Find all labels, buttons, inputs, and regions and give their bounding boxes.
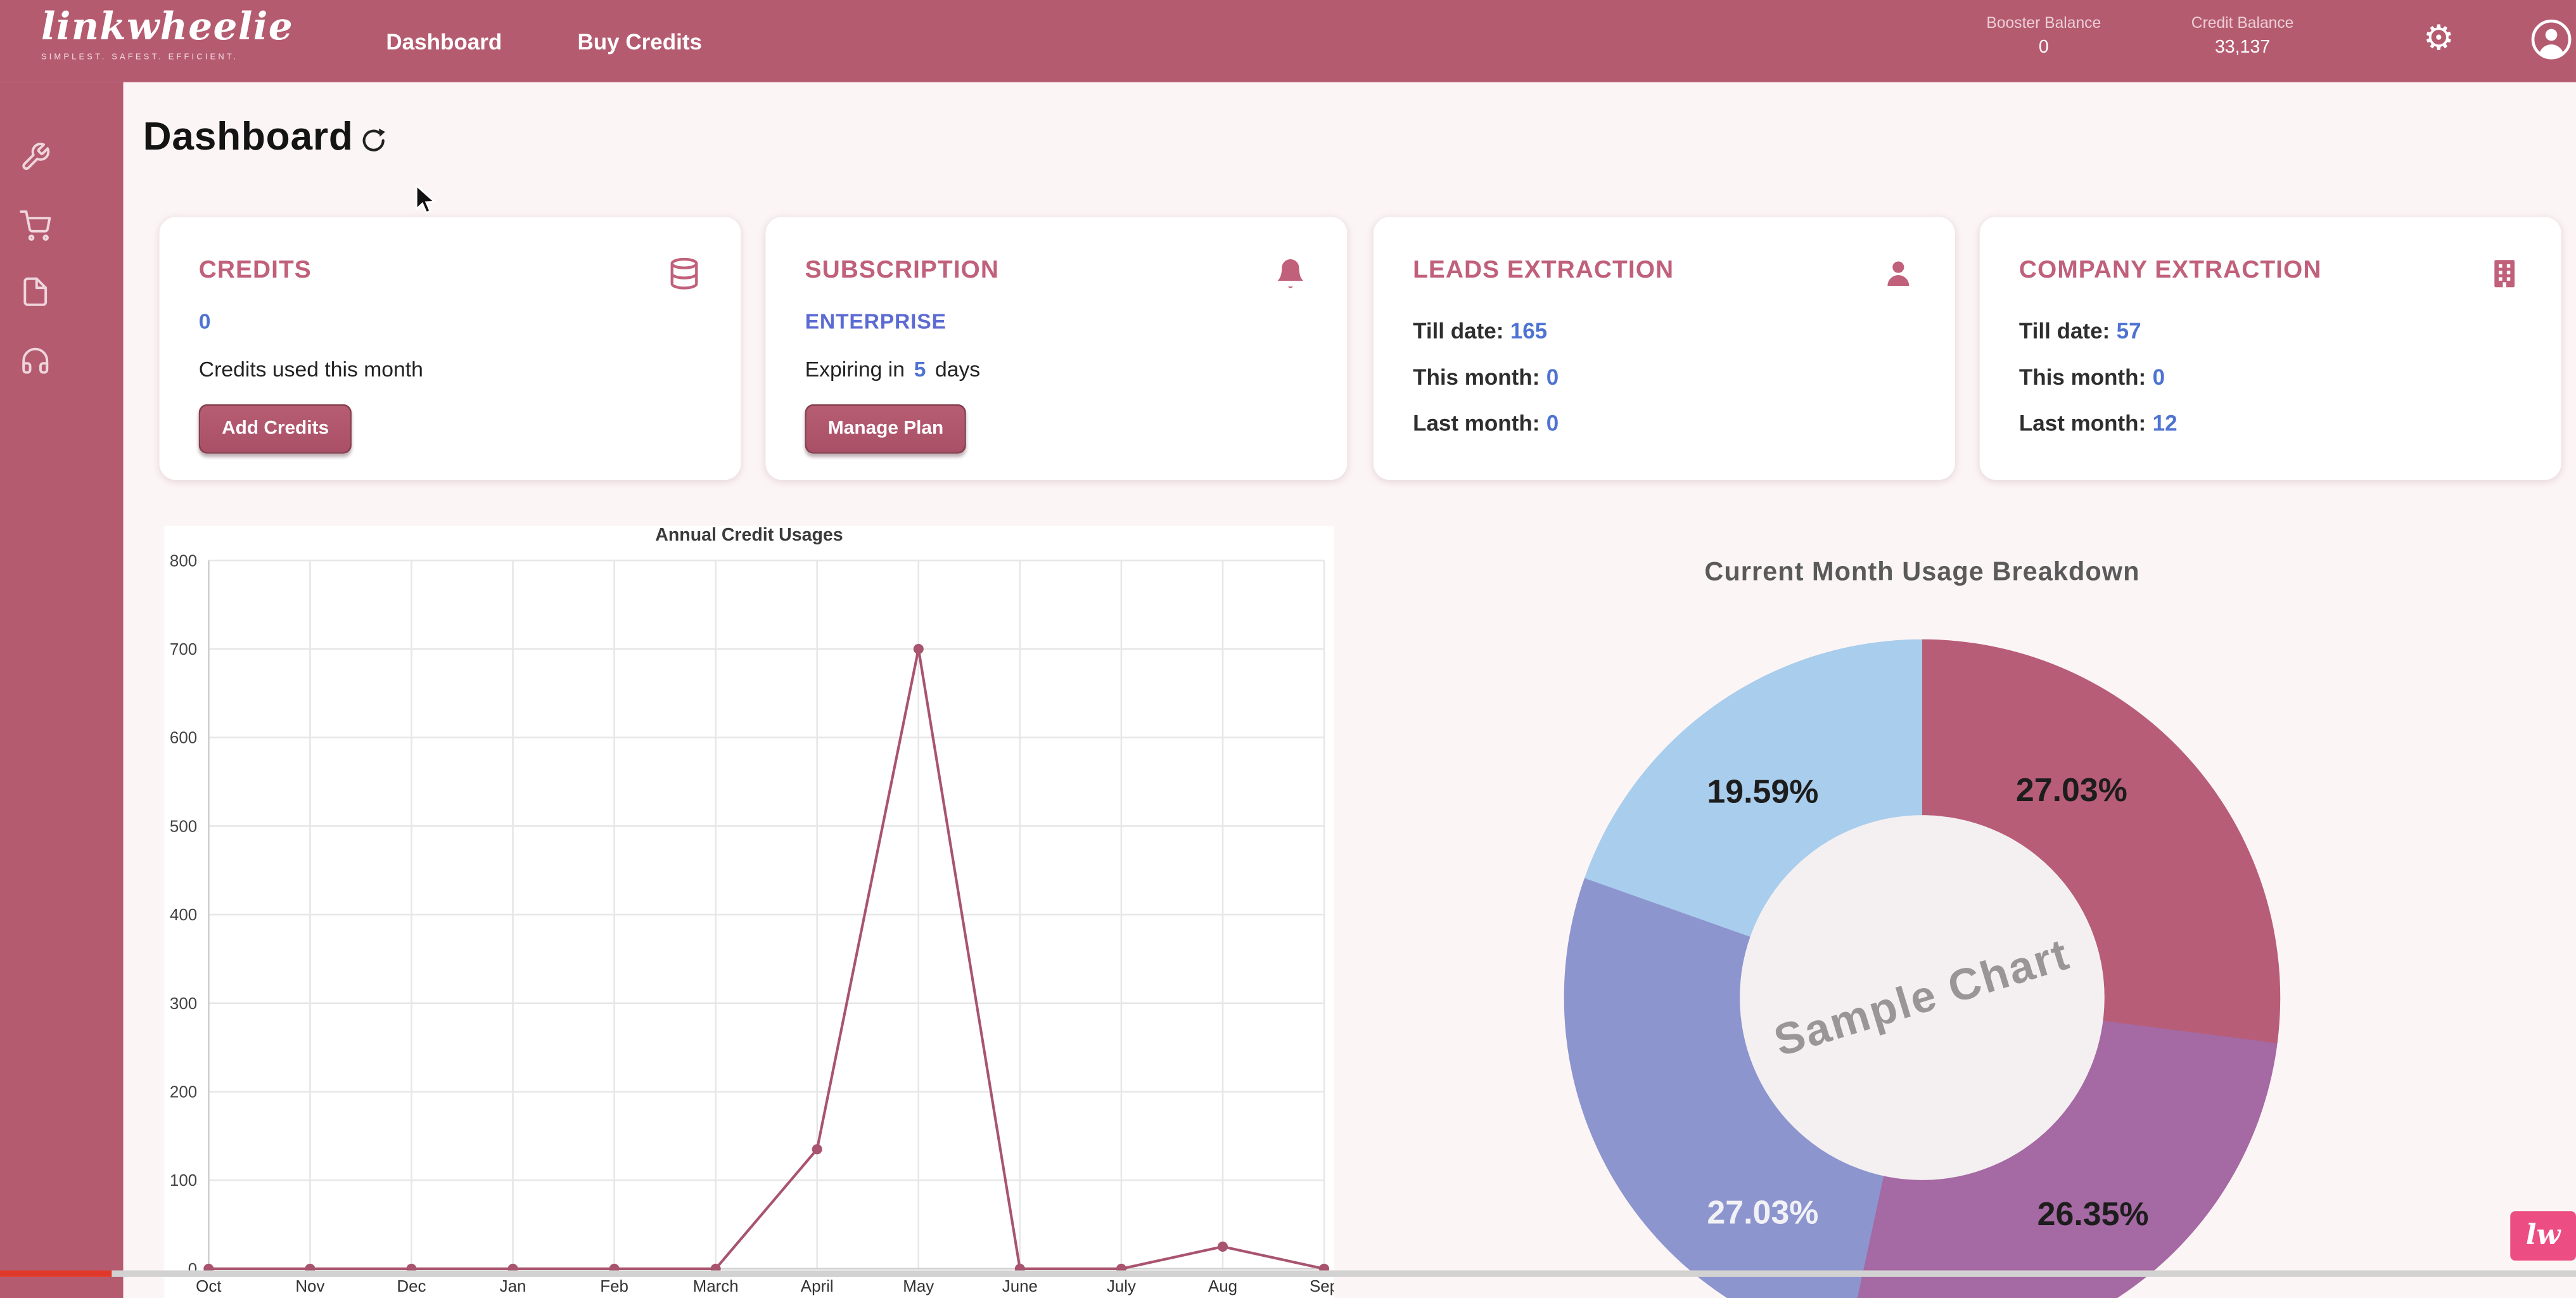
company-this-month-label: This month:: [2018, 364, 2146, 390]
leads-till-date-row: Till date: 165: [1413, 319, 1915, 344]
nav-link-buy-credits[interactable]: Buy Credits: [577, 29, 703, 54]
svg-text:100: 100: [170, 1172, 197, 1190]
leads-last-month-row: Last month: 0: [1413, 411, 1915, 435]
leads-till-date-label: Till date:: [1413, 319, 1504, 344]
credits-subtitle: Credits used this month: [198, 356, 423, 382]
booster-balance-label: Booster Balance: [1986, 15, 2101, 33]
expiry-days: 5: [914, 356, 926, 382]
company-last-month-row: Last month: 12: [2019, 411, 2522, 435]
document-icon[interactable]: [20, 276, 51, 307]
brand-tagline: SIMPLEST. SAFEST. EFFICIENT.: [41, 52, 239, 63]
donut-label-top-left: 19.59%: [1707, 774, 1819, 811]
company-extraction-card: COMPANY EXTRACTION Till date: 57 This mon…: [1979, 217, 2561, 480]
cart-icon[interactable]: [20, 210, 51, 241]
top-navbar: linkwheelie SIMPLEST. SAFEST. EFFICIENT.…: [0, 0, 2576, 82]
person-icon: [1881, 257, 1915, 299]
leads-card-title: LEADS EXTRACTION: [1413, 256, 1674, 285]
refresh-icon[interactable]: [360, 127, 388, 155]
leads-this-month-value: 0: [1546, 364, 1559, 390]
line-chart-title: Annual Credit Usages: [655, 525, 843, 546]
svg-text:500: 500: [170, 818, 197, 835]
svg-text:Jan: Jan: [500, 1278, 526, 1295]
credit-balance-value: 33,137: [2214, 37, 2271, 58]
leads-extraction-card: LEADS EXTRACTION Till date: 165 This mont…: [1373, 217, 1955, 480]
donut-label-bottom-right: 26.35%: [2037, 1197, 2149, 1234]
credits-value: 0: [198, 309, 211, 334]
manage-plan-button[interactable]: Manage Plan: [805, 404, 967, 454]
subscription-card-title: SUBSCRIPTION: [805, 256, 1000, 285]
subscription-expiry: Expiring in 5 days: [765, 333, 1347, 382]
annual-credit-usage-chart: Annual Credit Usages 0 100 200 300 400 500 600…: [164, 525, 1334, 1298]
company-this-month-value: 0: [2152, 364, 2165, 390]
svg-text:Feb: Feb: [600, 1278, 628, 1295]
add-credits-button[interactable]: Add Credits: [198, 404, 352, 454]
svg-text:600: 600: [170, 729, 197, 747]
subscription-card: SUBSCRIPTION ENTERPRISE Expiring in 5 da…: [765, 217, 1348, 480]
svg-text:200: 200: [170, 1084, 197, 1102]
headset-icon[interactable]: [20, 345, 51, 376]
svg-text:300: 300: [170, 995, 197, 1013]
booster-balance-value: 0: [2038, 37, 2049, 58]
company-last-month-label: Last month:: [2018, 411, 2146, 436]
leads-this-month-row: This month: 0: [1413, 365, 1915, 390]
video-progress-fill: [0, 1270, 112, 1277]
donut-center-label: Sample Chart: [1768, 929, 2075, 1065]
svg-text:Dec: Dec: [397, 1278, 426, 1295]
wrench-icon[interactable]: [20, 141, 51, 172]
credit-balance-label: Credit Balance: [2191, 15, 2294, 33]
company-last-month-value: 12: [2152, 411, 2177, 436]
nav-link-dashboard[interactable]: Dashboard: [386, 29, 502, 54]
expiry-prefix: Expiring in: [805, 356, 905, 382]
donut-label-top-right: 27.03%: [2015, 773, 2127, 810]
svg-text:June: June: [1002, 1278, 1038, 1295]
bell-icon: [1273, 257, 1308, 299]
coins-icon: [667, 257, 701, 299]
watermark-text: lw: [2525, 1219, 2561, 1252]
credits-card-title: CREDITS: [198, 256, 312, 285]
subscription-plan: ENTERPRISE: [805, 309, 947, 334]
left-sidebar: [0, 82, 124, 1298]
company-card-title: COMPANY EXTRACTION: [2018, 256, 2322, 285]
donut-chart-title: Current Month Usage Breakdown: [1704, 558, 2140, 587]
page-title-row: Dashboard: [143, 115, 388, 162]
expiry-suffix: days: [934, 356, 981, 382]
svg-text:Aug: Aug: [1208, 1278, 1237, 1295]
donut-label-bottom-left: 27.03%: [1707, 1195, 1819, 1232]
brand-logo[interactable]: linkwheelie SIMPLEST. SAFEST. EFFICIENT.: [41, 6, 293, 62]
svg-text:April: April: [801, 1278, 834, 1295]
leads-last-month-label: Last month:: [1413, 411, 1540, 436]
svg-text:400: 400: [170, 906, 197, 924]
leads-till-date-value: 165: [1510, 319, 1548, 344]
gear-icon[interactable]: ⚙: [2423, 20, 2454, 58]
nav-links: Dashboard Buy Credits: [386, 0, 702, 82]
company-till-date-label: Till date:: [2018, 319, 2110, 344]
svg-text:July: July: [1107, 1278, 1136, 1295]
booster-balance: Booster Balance 0: [1976, 15, 2111, 57]
building-icon: [2487, 257, 2522, 299]
svg-text:Nov: Nov: [295, 1278, 324, 1295]
user-avatar-icon[interactable]: [2530, 18, 2572, 69]
company-till-date-value: 57: [2116, 319, 2141, 344]
video-progress-bar[interactable]: [0, 1270, 2576, 1277]
svg-text:Sep: Sep: [1310, 1278, 1334, 1295]
svg-text:800: 800: [170, 552, 197, 570]
svg-text:May: May: [903, 1278, 934, 1295]
credits-card: CREDITS 0 Credits used this month Add Cr…: [159, 217, 741, 480]
credit-balance: Credit Balance 33,137: [2169, 15, 2316, 57]
company-till-date-row: Till date: 57: [2019, 319, 2522, 344]
brand-logo-text: linkwheelie: [41, 4, 293, 49]
svg-text:March: March: [693, 1278, 739, 1295]
svg-text:700: 700: [170, 641, 197, 659]
page-title: Dashboard: [143, 115, 354, 160]
usage-donut: 19.59% 27.03% 26.35% 27.03% Sample Chart: [1564, 639, 2281, 1298]
watermark-logo: lw: [2510, 1211, 2576, 1261]
company-this-month-row: This month: 0: [2019, 365, 2522, 390]
svg-text:Oct: Oct: [196, 1278, 222, 1295]
leads-this-month-label: This month:: [1413, 364, 1540, 390]
donut-hole: Sample Chart: [1740, 815, 2105, 1180]
leads-last-month-value: 0: [1546, 411, 1559, 436]
